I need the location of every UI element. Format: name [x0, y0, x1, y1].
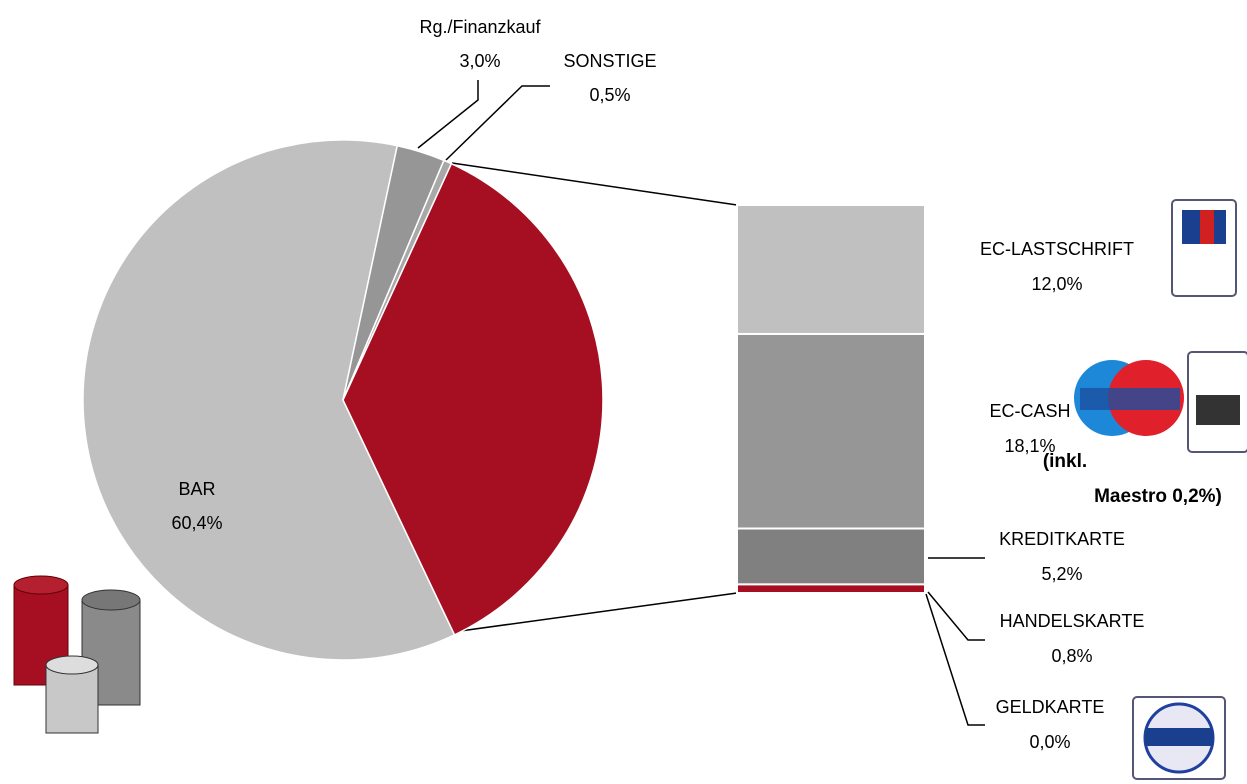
breakdown-value: 5,2%: [1041, 564, 1082, 584]
coins-icon: [13, 575, 141, 734]
slice-value: 0,5%: [589, 85, 630, 105]
breakdown-label: EC-LASTSCHRIFT: [980, 239, 1134, 259]
breakdown-value: 12,0%: [1031, 274, 1082, 294]
breakdown-label: HANDELSKARTE: [1000, 611, 1145, 631]
leader-line: [417, 80, 479, 149]
annotation: (inkl.: [1043, 451, 1087, 472]
slice-value: 60,4%: [171, 513, 222, 533]
leader-line: [445, 85, 550, 161]
slice-value: 3,0%: [459, 51, 500, 71]
slice-label: Rg./Finanzkauf: [419, 17, 541, 37]
breakdown-label: EC-CASH: [989, 401, 1070, 421]
slice-label: BAR: [178, 479, 215, 499]
leader-line: [927, 591, 985, 641]
breakdown-segment: [736, 204, 926, 335]
breakdown-value: 0,8%: [1051, 646, 1092, 666]
slice-label: SONSTIGE: [563, 51, 656, 71]
leader-line: [925, 593, 985, 726]
electronic-cash-logo: [1187, 351, 1247, 453]
maestro-logo: [1074, 360, 1184, 436]
breakdown-segment: [736, 527, 926, 586]
connector-line: [451, 162, 738, 206]
ec-logo: [1171, 199, 1237, 297]
annotation: Maestro 0,2%): [1094, 486, 1222, 507]
breakdown-label: KREDITKARTE: [999, 529, 1125, 549]
breakdown-segment: [736, 332, 926, 530]
pie-slice: [342, 162, 604, 636]
pie-slice: [82, 139, 456, 661]
geldkarte-logo: [1132, 696, 1226, 780]
breakdown-segment: [736, 583, 926, 595]
breakdown-value: 18,1%: [1004, 436, 1055, 456]
connector-line: [452, 592, 738, 633]
breakdown-label: GELDKARTE: [996, 697, 1105, 717]
breakdown-value: 0,0%: [1029, 732, 1070, 752]
